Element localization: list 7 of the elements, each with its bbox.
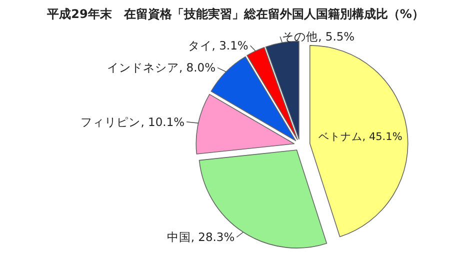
slice-label: インドネシア, 8.0% bbox=[106, 60, 216, 75]
slice-label: 中国, 28.3% bbox=[166, 230, 235, 244]
chart-title: 平成29年末 在留資格「技能実習」総在留外国人国籍別構成比（%） bbox=[46, 7, 424, 21]
slice-label: フィリピン, 10.1% bbox=[80, 114, 185, 129]
slice-label: ベトナム, 45.1% bbox=[318, 130, 402, 143]
slice-label: タイ, 3.1% bbox=[188, 38, 248, 53]
slice-label: その他, 5.5% bbox=[282, 30, 355, 44]
